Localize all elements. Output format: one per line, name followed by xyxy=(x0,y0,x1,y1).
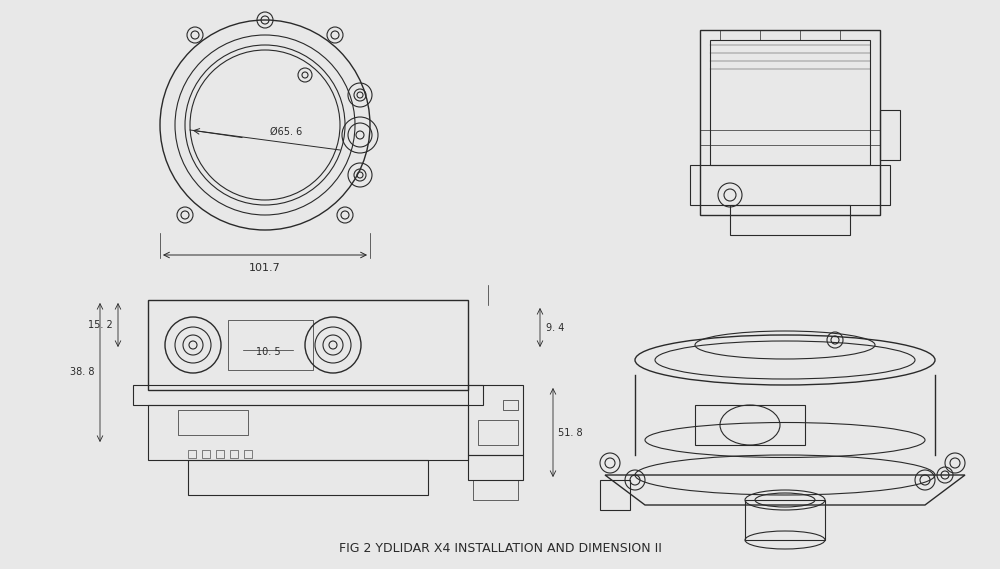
Text: 10. 5: 10. 5 xyxy=(256,347,280,357)
Text: 51. 8: 51. 8 xyxy=(558,427,583,438)
Bar xyxy=(503,400,518,410)
Bar xyxy=(244,450,252,458)
Bar xyxy=(478,420,518,445)
Bar xyxy=(228,320,313,370)
Bar xyxy=(133,385,483,405)
Text: FIG 2 YDLIDAR X4 INSTALLATION AND DIMENSION II: FIG 2 YDLIDAR X4 INSTALLATION AND DIMENS… xyxy=(339,542,661,555)
Text: Ø65. 6: Ø65. 6 xyxy=(270,127,302,137)
Bar xyxy=(730,205,850,235)
Bar xyxy=(600,480,630,510)
Bar xyxy=(745,500,825,540)
Bar xyxy=(700,30,880,215)
Bar xyxy=(710,40,870,165)
Text: 38. 8: 38. 8 xyxy=(70,367,95,377)
Bar xyxy=(690,165,890,205)
Bar xyxy=(188,450,196,458)
Bar xyxy=(473,480,518,500)
Bar xyxy=(216,450,224,458)
Bar xyxy=(178,410,248,435)
Text: 9. 4: 9. 4 xyxy=(546,323,564,332)
Bar xyxy=(202,450,210,458)
Bar xyxy=(188,460,428,495)
Text: 15. 2: 15. 2 xyxy=(88,320,113,330)
Bar xyxy=(468,455,523,480)
Bar xyxy=(468,385,523,455)
Bar xyxy=(148,300,468,390)
Bar xyxy=(230,450,238,458)
Text: 101.7: 101.7 xyxy=(249,263,281,273)
Bar xyxy=(148,405,468,460)
Bar xyxy=(880,110,900,160)
